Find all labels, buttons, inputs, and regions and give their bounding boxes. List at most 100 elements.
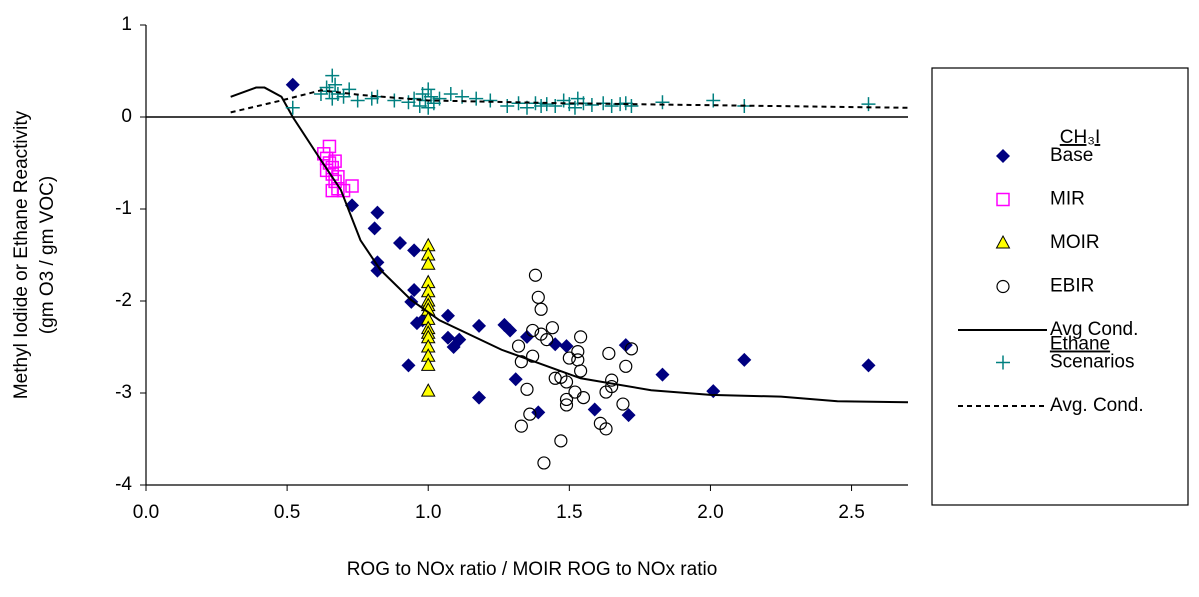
diamond-marker xyxy=(737,352,752,367)
diamond-marker xyxy=(503,323,518,338)
plus-marker xyxy=(548,98,563,113)
plus-marker xyxy=(424,89,439,104)
legend-label: Avg Cond. xyxy=(1050,319,1138,340)
y-tick-label: -2 xyxy=(115,290,132,311)
circle-marker xyxy=(514,355,528,369)
diamond-marker xyxy=(407,282,422,297)
circle-marker xyxy=(526,323,540,338)
legend-header: CH₃I xyxy=(1060,127,1100,148)
plus-marker xyxy=(330,87,345,101)
x-tick-label: 0.5 xyxy=(274,502,300,523)
y-axis-title: (gm O3 / gm VOC) xyxy=(37,176,58,334)
circle-marker xyxy=(605,373,619,387)
circle-marker xyxy=(545,321,560,335)
legend-label: MIR xyxy=(1050,189,1085,210)
y-tick-label: -1 xyxy=(115,198,132,219)
triangle-marker xyxy=(995,234,1011,249)
circle-marker xyxy=(602,346,616,361)
diamond-marker xyxy=(621,408,636,423)
diamond-marker xyxy=(407,243,422,258)
x-tick-label: 1.0 xyxy=(415,502,441,523)
legend-label: MOIR xyxy=(1050,232,1100,253)
avg-line xyxy=(230,89,909,114)
triangle-marker xyxy=(420,256,436,270)
circle-marker xyxy=(559,375,574,389)
legend-header: Ethane xyxy=(1050,334,1110,355)
diamond-marker xyxy=(548,337,563,352)
y-tick-label: 1 xyxy=(121,14,132,35)
diamond-marker xyxy=(520,329,534,344)
plus-marker xyxy=(655,95,670,110)
x-tick-label: 1.5 xyxy=(556,502,582,523)
triangle-marker xyxy=(420,357,436,371)
triangle-marker xyxy=(420,383,436,397)
diamond-marker xyxy=(404,294,419,309)
diamond-marker xyxy=(996,149,1010,163)
circle-marker xyxy=(568,385,582,399)
diamond-marker xyxy=(401,358,416,373)
circle-marker xyxy=(624,342,639,356)
circle-marker xyxy=(526,349,540,363)
plus-marker xyxy=(364,91,379,106)
plus-marker xyxy=(556,93,571,108)
circle-marker xyxy=(574,330,588,344)
x-tick-label: 2.0 xyxy=(697,502,723,523)
diamond-marker xyxy=(587,402,602,417)
plus-marker xyxy=(534,98,549,113)
circle-marker xyxy=(616,397,630,411)
diamond-marker xyxy=(440,308,455,323)
plus-marker xyxy=(996,355,1010,370)
circle-marker xyxy=(540,333,554,347)
circle-marker xyxy=(559,398,574,412)
circle-marker xyxy=(599,422,613,436)
circle-marker xyxy=(619,359,633,373)
diamond-marker xyxy=(508,372,523,387)
circle-marker xyxy=(576,391,591,405)
legend-label: Avg. Cond. xyxy=(1050,395,1144,416)
y-axis-title: Methyl Iodide or Ethane Reactivity xyxy=(11,110,32,399)
plus-marker xyxy=(567,100,582,115)
plus-marker xyxy=(706,93,721,108)
circle-marker xyxy=(520,382,534,396)
circle-marker xyxy=(528,268,543,282)
plus-marker xyxy=(350,93,365,108)
circle-marker xyxy=(523,407,537,421)
diamond-marker xyxy=(559,339,574,354)
plus-marker xyxy=(325,68,340,83)
diamond-marker xyxy=(393,236,407,251)
plus-marker xyxy=(539,97,554,112)
y-tick-label: -3 xyxy=(115,382,132,403)
diamond-marker xyxy=(706,384,721,399)
x-tick-label: 2.5 xyxy=(838,502,864,523)
diamond-marker xyxy=(531,405,546,420)
diamond-marker xyxy=(370,255,385,270)
diamond-marker xyxy=(472,318,487,333)
plus-marker xyxy=(584,98,599,113)
plus-marker xyxy=(401,95,416,110)
square-marker xyxy=(345,179,359,193)
plus-marker xyxy=(412,98,427,113)
plus-marker xyxy=(387,93,402,108)
diamond-marker xyxy=(861,358,876,373)
circle-marker xyxy=(559,392,574,407)
circle-marker xyxy=(511,339,526,353)
circle-marker xyxy=(562,351,576,365)
plus-marker xyxy=(421,82,436,97)
circle-marker xyxy=(605,379,619,394)
circle-marker xyxy=(996,279,1010,294)
diamond-marker xyxy=(370,205,385,220)
y-tick-label: 0 xyxy=(121,106,132,127)
legend-label: EBIR xyxy=(1050,276,1094,297)
x-axis-title: ROG to NOx ratio / MOIR ROG to NOx ratio xyxy=(347,559,718,580)
square-marker xyxy=(328,174,342,189)
circle-marker xyxy=(514,419,528,433)
circle-marker xyxy=(571,345,585,359)
diamond-marker xyxy=(440,330,455,345)
plus-marker xyxy=(604,98,619,113)
circle-marker xyxy=(537,456,551,470)
circle-marker xyxy=(554,434,568,448)
plus-marker xyxy=(328,77,343,92)
diamond-marker xyxy=(618,338,633,353)
diamond-marker xyxy=(655,367,670,382)
square-marker xyxy=(322,139,337,154)
